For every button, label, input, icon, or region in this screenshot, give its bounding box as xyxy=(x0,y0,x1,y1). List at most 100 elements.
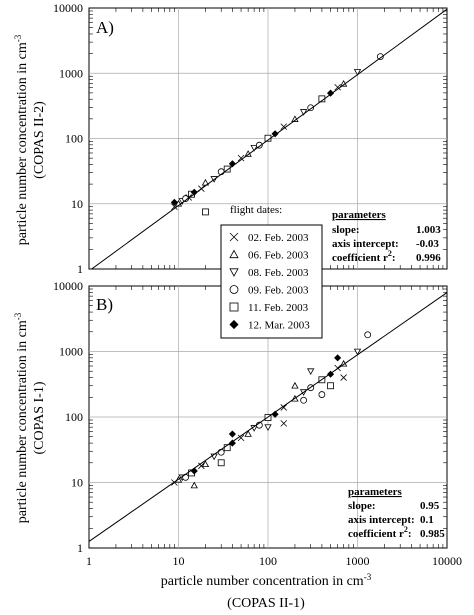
panel-b-x-tick-label: 10 xyxy=(173,554,185,568)
y-axis-title-bottom-instrument: (COPAS I-1) xyxy=(32,381,47,454)
panel-a-points xyxy=(170,53,384,216)
panel-b-data-point xyxy=(280,420,288,427)
panel-b-data-point xyxy=(353,348,362,356)
legend-marker xyxy=(229,319,239,330)
panel-b-data-point-stroke-2 xyxy=(280,420,288,427)
panel-a-data-point xyxy=(255,141,263,149)
panel-a-y-tick-label: 10000 xyxy=(53,1,83,15)
x-axis-title-instrument: (COPAS II-1) xyxy=(227,596,305,611)
legend-marker xyxy=(229,302,239,312)
panel-a-param-slope-value: 1.003 xyxy=(416,224,441,236)
panel-b-parameters-title: parameters xyxy=(348,486,402,498)
panel-a-data-point-stroke-2 xyxy=(237,154,245,162)
panel-b-param-intercept-value: 0.1 xyxy=(420,514,434,526)
y-axis-title-top-line1: particle number concentration in cm-3 xyxy=(13,34,30,245)
panel-a-data-point xyxy=(237,154,245,162)
panel-b-data-point xyxy=(318,391,326,398)
legend-box xyxy=(220,224,323,339)
legend-marker xyxy=(229,249,239,259)
panel-a-param-intercept-label: axis intercept: xyxy=(332,238,399,250)
panel-a-param-slope-label: slope: xyxy=(332,224,360,236)
legend-entry: 09. Feb. 2003 xyxy=(229,285,309,297)
legend-entry-label: 11. Feb. 2003 xyxy=(248,302,309,314)
panel-a-parameters-box: parameters slope: 1.003 axis intercept: … xyxy=(332,209,441,264)
legend-entries: 02. Feb. 2003 06. Feb. 2003 08. Feb. 2003 0… xyxy=(229,232,310,332)
panel-b-x-tick-label: 1 xyxy=(86,554,92,568)
panel-b-data-point xyxy=(300,396,308,404)
panel-b-param-slope-value: 0.95 xyxy=(420,500,440,512)
panel-a-y-tick-label: 10 xyxy=(71,197,83,211)
legend-entry: 02. Feb. 2003 xyxy=(229,232,309,244)
panel-b-y-tick-label: 10 xyxy=(71,476,83,490)
panel-b-y-tick-label: 100 xyxy=(65,410,83,424)
panel-a-data-point xyxy=(170,198,178,206)
panel-a-data-point xyxy=(201,178,210,186)
panel-b-y-tick-label: 1 xyxy=(77,541,83,555)
legend-marker xyxy=(229,268,239,277)
panel-b-data-point xyxy=(340,374,347,381)
panel-b-y-tick-label: 10000 xyxy=(53,279,83,293)
legend-marker xyxy=(229,285,239,294)
panel-b-fit-line xyxy=(88,292,448,542)
panel-b-x-tick-labels: 1 10 100 1000 10000 xyxy=(86,554,462,568)
legend-title: flight dates: xyxy=(230,204,282,216)
panel-a-parameters-title: parameters xyxy=(332,209,386,221)
panel-a-y-tick-labels: 1 10 100 1000 10000 xyxy=(53,1,83,276)
panel-b-data-point xyxy=(228,439,236,447)
panel-a-data-point xyxy=(223,165,231,173)
panel-b-data-point xyxy=(291,381,299,389)
panel-b-x-tick-label: 10000 xyxy=(432,554,462,568)
legend-entry: 11. Feb. 2003 xyxy=(229,302,309,314)
panel-b-points xyxy=(171,331,372,489)
panel-a-data-point xyxy=(280,123,288,130)
panel-a-data-point xyxy=(299,109,308,116)
y-axis-title-bottom-line1: particle number concentration in cm-3 xyxy=(13,312,30,523)
legend-marker-stroke-2 xyxy=(229,232,239,242)
panel-a-param-intercept-value: -0.03 xyxy=(416,238,439,250)
y-axis-title-top-instrument: (COPAS II-2) xyxy=(32,101,47,179)
panel-a-fit-line xyxy=(91,8,448,270)
panel-a-ticks xyxy=(89,8,447,269)
panel-b-data-point xyxy=(327,382,334,390)
panel-b-data-point xyxy=(364,331,372,339)
panel-b-data-point-stroke-2 xyxy=(237,434,245,442)
panel-a-data-point xyxy=(250,145,258,152)
panel-a-data-point xyxy=(326,89,335,97)
panel-a-data-point xyxy=(190,188,198,196)
panel-a-data-point xyxy=(376,53,384,60)
legend: flight dates: 02. Feb. 2003 06. Feb. 2003… xyxy=(220,204,323,339)
panel-a-label: A) xyxy=(96,18,114,37)
panel-b-param-r2-value: 0.985 xyxy=(420,528,445,540)
legend-entry-label: 12. Mar. 2003 xyxy=(248,320,310,332)
panel-b-param-intercept-label: axis intercept: xyxy=(348,514,415,526)
panel-b-data-point xyxy=(334,354,342,362)
panel-a-data-point xyxy=(202,208,209,216)
legend-entry: 06. Feb. 2003 xyxy=(229,249,309,262)
panel-b: 1 10 100 1000 10000 1 10 100 1000 10000 B) param… xyxy=(53,279,462,568)
y-axis-title-bottom: particle number concentration in cm-3 (C… xyxy=(13,312,47,523)
panel-b-data-point xyxy=(217,459,225,467)
legend-entry-label: 06. Feb. 2003 xyxy=(248,250,309,262)
panel-a-data-point xyxy=(334,83,341,91)
panel-b-param-r2-label: coefficient r2: xyxy=(348,525,412,540)
panel-a-data-point xyxy=(307,104,315,112)
panel-a-param-r2-value: 0.996 xyxy=(416,252,441,264)
legend-entry-label: 08. Feb. 2003 xyxy=(248,267,309,279)
panel-b-y-tick-labels: 1 10 100 1000 10000 xyxy=(53,279,83,555)
panel-b-x-tick-label: 100 xyxy=(259,554,277,568)
panel-b-data-point xyxy=(201,460,210,468)
legend-entry-label: 09. Feb. 2003 xyxy=(248,285,309,297)
legend-marker xyxy=(229,232,239,242)
panel-a-data-point-stroke-2 xyxy=(334,83,341,91)
panel-a-y-tick-label: 100 xyxy=(65,132,83,146)
panel-b-data-point xyxy=(198,462,205,470)
panel-b-x-tick-label: 1000 xyxy=(346,554,370,568)
panel-a-param-r2-label: coefficient r2: xyxy=(332,249,396,264)
panel-b-data-point xyxy=(244,430,252,437)
panel-b-data-point xyxy=(228,430,236,438)
legend-entry: 12. Mar. 2003 xyxy=(229,319,310,332)
legend-entry-label: 02. Feb. 2003 xyxy=(248,232,309,244)
panel-b-data-point xyxy=(280,404,288,411)
panel-b-grid xyxy=(89,286,447,548)
